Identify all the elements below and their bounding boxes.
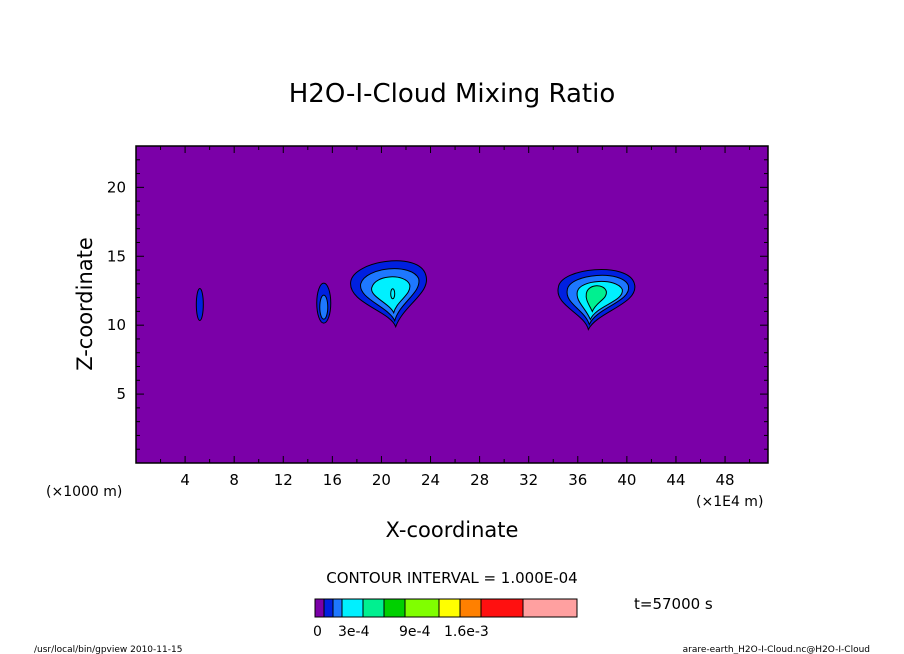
contour-level-4 (585, 285, 607, 313)
colorbar-label: 0 (313, 624, 322, 640)
colorbar-labels: 0 3e-4 9e-4 1.6e-3 (313, 624, 489, 640)
colorbar-swatch (362, 598, 385, 618)
colorbar-swatch (323, 598, 334, 618)
colorbar-label: 3e-4 (338, 624, 370, 640)
y-tick-label: 20 (107, 178, 126, 196)
x-tick-label: 16 (323, 471, 342, 489)
x-tick-label: 28 (470, 471, 489, 489)
colorbar-swatch (459, 598, 482, 618)
contour-interval-text: CONTOUR INTERVAL = 1.000E-04 (326, 569, 577, 587)
x-unit-left-label: (×1000 m) (46, 484, 122, 500)
y-tick-label: 15 (107, 247, 126, 265)
x-tick-label: 4 (180, 471, 190, 489)
x-tick-label: 32 (519, 471, 538, 489)
contour-level-1 (195, 288, 204, 321)
y-axis-label: Z-coordinate (73, 237, 97, 371)
contour-features (195, 260, 636, 331)
x-tick-label: 12 (274, 471, 293, 489)
chart-title: H2O-I-Cloud Mixing Ratio (289, 79, 616, 109)
x-tick-label: 40 (617, 471, 636, 489)
colorbar-swatch (438, 598, 461, 618)
x-tick-label: 44 (666, 471, 685, 489)
time-text: t=57000 s (634, 595, 713, 613)
y-tick-label: 10 (107, 316, 126, 334)
colorbar-swatch (383, 598, 406, 618)
colorbar-label: 9e-4 (399, 624, 431, 640)
colorbar-swatch (480, 598, 524, 618)
plot-frame (135, 145, 769, 464)
x-tick-label: 48 (716, 471, 735, 489)
colorbar (314, 598, 578, 618)
colorbar-swatch (522, 598, 578, 618)
colorbar-swatch (341, 598, 364, 618)
x-tick-label: 20 (372, 471, 391, 489)
y-tick-label: 5 (116, 385, 126, 403)
plot-background (136, 146, 768, 463)
x-axis: 4 8 12 16 20 24 28 32 36 40 44 48 (160, 146, 751, 489)
colorbar-swatch (314, 598, 325, 618)
footer-right: arare-earth_H2O-I-Cloud.nc@H2O-I-Cloud (683, 645, 870, 654)
colorbar-swatch (332, 598, 343, 618)
colorbar-label: 1.6e-3 (444, 624, 489, 640)
contour-level-2 (319, 294, 329, 320)
x-axis-label: X-coordinate (386, 518, 519, 542)
colorbar-swatch (404, 598, 440, 618)
footer-left: /usr/local/bin/gpview 2010-11-15 (34, 645, 182, 654)
x-tick-label: 36 (568, 471, 587, 489)
x-unit-right-label: (×1E4 m) (696, 494, 763, 510)
contour-level-3 (390, 288, 396, 300)
y-axis: 5 10 15 20 (107, 159, 768, 450)
x-tick-label: 24 (421, 471, 440, 489)
x-tick-label: 8 (229, 471, 239, 489)
